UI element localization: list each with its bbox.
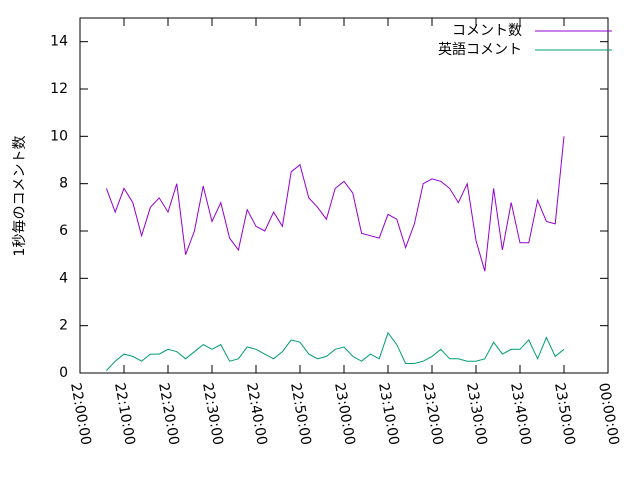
y-axis-label: 1秒毎のコメント数 bbox=[12, 136, 28, 257]
legend-label: コメント数 bbox=[452, 23, 522, 39]
y-tick-label: 10 bbox=[50, 128, 68, 144]
y-tick-label: 14 bbox=[50, 34, 68, 50]
y-tick-label: 2 bbox=[59, 318, 68, 334]
plot-frame bbox=[79, 17, 609, 374]
x-tick-label: 22:50:00 bbox=[287, 382, 314, 447]
series-line bbox=[105, 136, 565, 272]
x-tick-label: 22:10:00 bbox=[111, 382, 138, 447]
x-tick-label: 23:40:00 bbox=[507, 382, 534, 447]
x-tick-label: 23:10:00 bbox=[375, 382, 402, 447]
x-tick-label: 23:00:00 bbox=[331, 382, 358, 447]
x-tick-label: 22:20:00 bbox=[155, 382, 182, 447]
x-tick-label: 23:20:00 bbox=[419, 382, 446, 447]
y-tick-label: 6 bbox=[59, 223, 68, 239]
x-tick-label: 23:30:00 bbox=[463, 382, 490, 447]
x-tick-label: 22:30:00 bbox=[199, 382, 226, 447]
y-tick-label: 4 bbox=[59, 270, 68, 286]
series-line bbox=[106, 331, 565, 371]
x-tick-label: 00:00:00 bbox=[595, 382, 622, 447]
y-tick-label: 8 bbox=[59, 176, 68, 192]
x-tick-label: 22:40:00 bbox=[243, 382, 270, 447]
legend-label: 英語コメント bbox=[438, 41, 522, 58]
x-tick-label: 23:50:00 bbox=[551, 382, 578, 447]
y-tick-label: 0 bbox=[59, 365, 68, 381]
y-tick-label: 12 bbox=[50, 81, 68, 97]
x-tick-label: 22:00:00 bbox=[67, 382, 94, 447]
